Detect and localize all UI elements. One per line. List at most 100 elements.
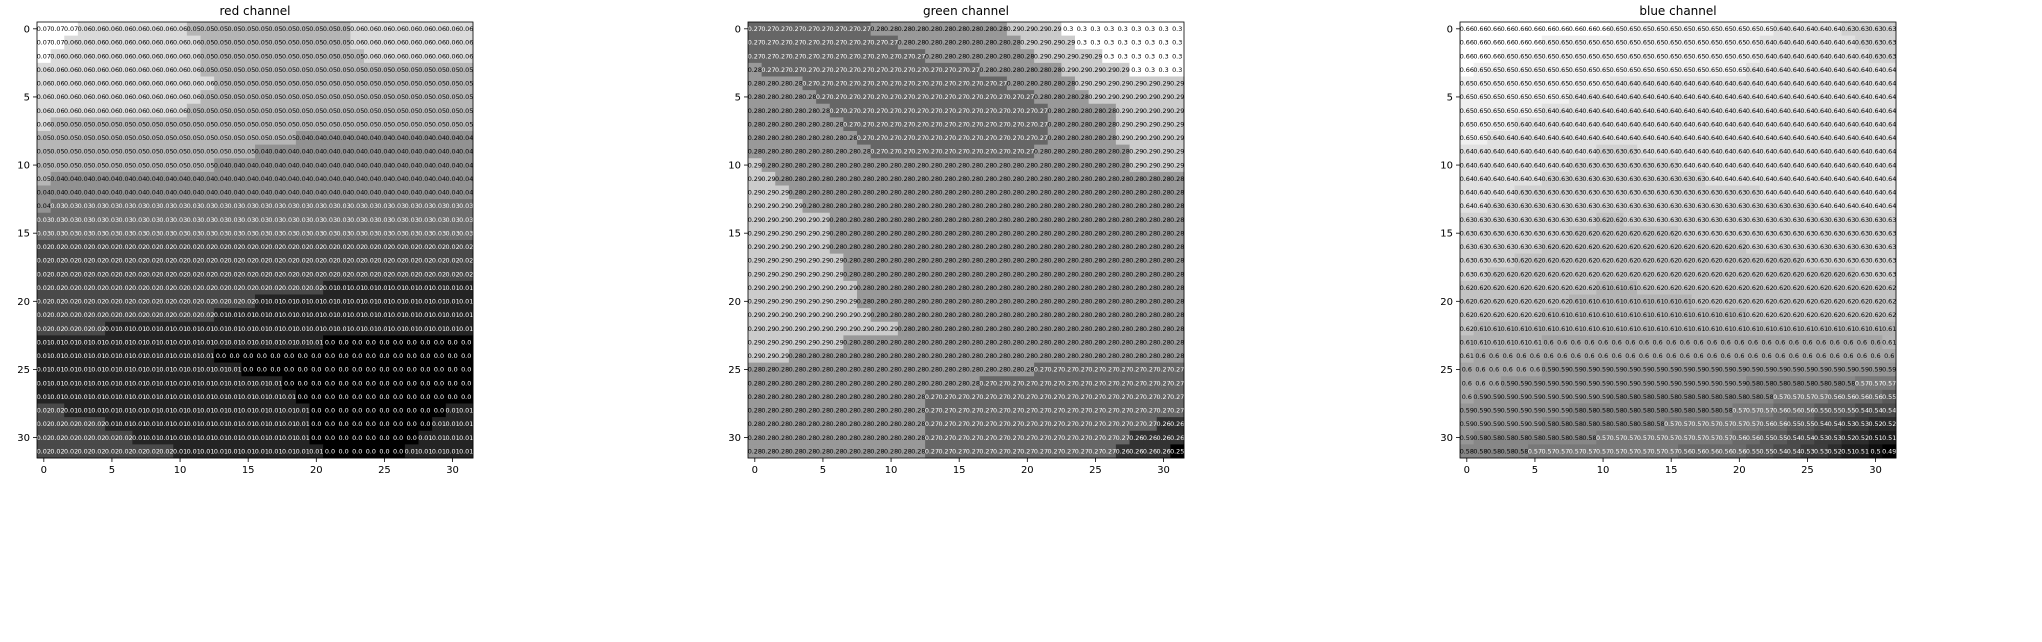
cell-value-label: 0.64 [1473, 189, 1487, 197]
cell-value-label: 0.27 [1047, 420, 1061, 428]
cell-value-label: 0.05 [296, 25, 310, 33]
cell-value-label: 0.06 [432, 52, 446, 60]
cell-value-label: 0.28 [938, 189, 952, 197]
cell-value-label: 0.0 [379, 447, 389, 455]
cell-value-label: 0.29 [1129, 107, 1143, 115]
cell-value-label: 0.28 [1034, 216, 1048, 224]
cell-value-label: 0.64 [1637, 120, 1651, 128]
cell-value-label: 0.28 [1088, 243, 1102, 251]
cell-value-label: 0.05 [105, 148, 119, 156]
cell-value-label: 0.28 [829, 189, 843, 197]
cell-value-label: 0.28 [1088, 311, 1102, 319]
panel-title: green channel [923, 4, 1009, 18]
cell-value-label: 0.29 [1047, 25, 1061, 33]
cell-value-label: 0.28 [1047, 134, 1061, 142]
cell-value-label: 0.02 [78, 243, 92, 251]
cell-value-label: 0.06 [105, 52, 119, 60]
cell-value-label: 0.29 [761, 352, 775, 360]
cell-value-label: 0.28 [1116, 325, 1130, 333]
cell-value-label: 0.27 [761, 66, 775, 74]
cell-value-label: 0.29 [1088, 80, 1102, 88]
cell-value-label: 0.05 [350, 52, 364, 60]
cell-value-label: 0.28 [952, 338, 966, 346]
cell-value-label: 0.28 [1102, 175, 1116, 183]
cell-value-label: 0.63 [1623, 148, 1637, 156]
cell-value-label: 0.28 [761, 120, 775, 128]
cell-value-label: 0.28 [1047, 229, 1061, 237]
cell-value-label: 0.28 [1088, 229, 1102, 237]
cell-value-label: 0.28 [1129, 175, 1143, 183]
cell-value-label: 0.28 [1047, 148, 1061, 156]
cell-value-label: 0.64 [1732, 148, 1746, 156]
cell-value-label: 0.27 [938, 148, 952, 156]
cell-value-label: 0.01 [445, 311, 459, 319]
cell-value-label: 0.28 [925, 189, 939, 197]
cell-value-label: 0.01 [37, 393, 51, 401]
cell-value-label: 0.05 [418, 120, 432, 128]
cell-value-label: 0.03 [200, 216, 214, 224]
cell-value-label: 0.01 [159, 393, 173, 401]
cell-value-label: 0.64 [1610, 120, 1624, 128]
cell-value-label: 0.28 [1007, 257, 1021, 265]
cell-value-label: 0.28 [993, 175, 1007, 183]
cell-value-label: 0.02 [187, 257, 201, 265]
cell-value-label: 0.29 [1129, 134, 1143, 142]
cell-value-label: 0.01 [459, 284, 473, 292]
cell-value-label: 0.64 [1746, 148, 1760, 156]
cell-value-label: 0.03 [37, 229, 51, 237]
cell-value-label: 0.06 [418, 52, 432, 60]
cell-value-label: 0.0 [407, 379, 417, 387]
cell-value-label: 0.05 [146, 161, 160, 169]
cell-value-label: 0.29 [748, 175, 762, 183]
cell-value-label: 0.27 [884, 52, 898, 60]
cell-value-label: 0.29 [1102, 66, 1116, 74]
cell-value-label: 0.65 [1691, 25, 1705, 33]
cell-value-label: 0.29 [775, 284, 789, 292]
cell-value-label: 0.28 [938, 325, 952, 333]
cell-value-label: 0.02 [50, 447, 64, 455]
cell-value-label: 0.02 [255, 284, 269, 292]
cell-value-label: 0.05 [255, 107, 269, 115]
cell-value-label: 0.28 [761, 366, 775, 374]
cell-value-label: 0.65 [1691, 66, 1705, 74]
cell-value-label: 0.05 [282, 52, 296, 60]
cell-value-label: 0.27 [1116, 366, 1130, 374]
cell-value-label: 0.65 [1501, 93, 1515, 101]
cell-value-label: 0.65 [1501, 66, 1515, 74]
cell-value-label: 0.0 [379, 407, 389, 415]
cell-value-label: 0.28 [870, 270, 884, 278]
cell-value-label: 0.28 [1156, 243, 1170, 251]
cell-value-label: 0.27 [911, 52, 925, 60]
cell-value-label: 0.64 [1855, 66, 1869, 74]
cell-value-label: 0.28 [789, 379, 803, 387]
cell-value-label: 0.65 [1732, 52, 1746, 60]
cell-value-label: 0.01 [432, 311, 446, 319]
cell-value-label: 0.01 [377, 298, 391, 306]
cell-value-label: 0.05 [364, 80, 378, 88]
cell-value-label: 0.02 [78, 311, 92, 319]
cell-value-label: 0.64 [1787, 189, 1801, 197]
cell-value-label: 0.01 [64, 352, 78, 360]
cell-value-label: 0.02 [309, 257, 323, 265]
cell-value-label: 0.05 [187, 25, 201, 33]
cell-value-label: 0.06 [173, 107, 187, 115]
cell-value-label: 0.64 [1855, 80, 1869, 88]
cell-value-label: 0.04 [296, 189, 310, 197]
cell-value-label: 0.02 [459, 270, 473, 278]
cell-value-label: 0.01 [364, 284, 378, 292]
cell-value-label: 0.64 [1868, 161, 1882, 169]
cell-value-label: 0.05 [296, 120, 310, 128]
cell-value-label: 0.64 [1814, 161, 1828, 169]
cell-value-label: 0.01 [432, 434, 446, 442]
cell-value-label: 0.01 [282, 338, 296, 346]
cell-value-label: 0.03 [214, 216, 228, 224]
cell-value-label: 0.27 [979, 434, 993, 442]
cell-value-label: 0.27 [816, 80, 830, 88]
cell-value-label: 0.04 [296, 148, 310, 156]
cell-value-label: 0.04 [432, 134, 446, 142]
cell-value-label: 0.64 [1719, 134, 1733, 142]
cell-value-label: 0.28 [1061, 298, 1075, 306]
cell-value-label: 0.28 [1075, 93, 1089, 101]
cell-value-label: 0.0 [243, 366, 253, 374]
cell-value-label: 0.27 [1020, 407, 1034, 415]
